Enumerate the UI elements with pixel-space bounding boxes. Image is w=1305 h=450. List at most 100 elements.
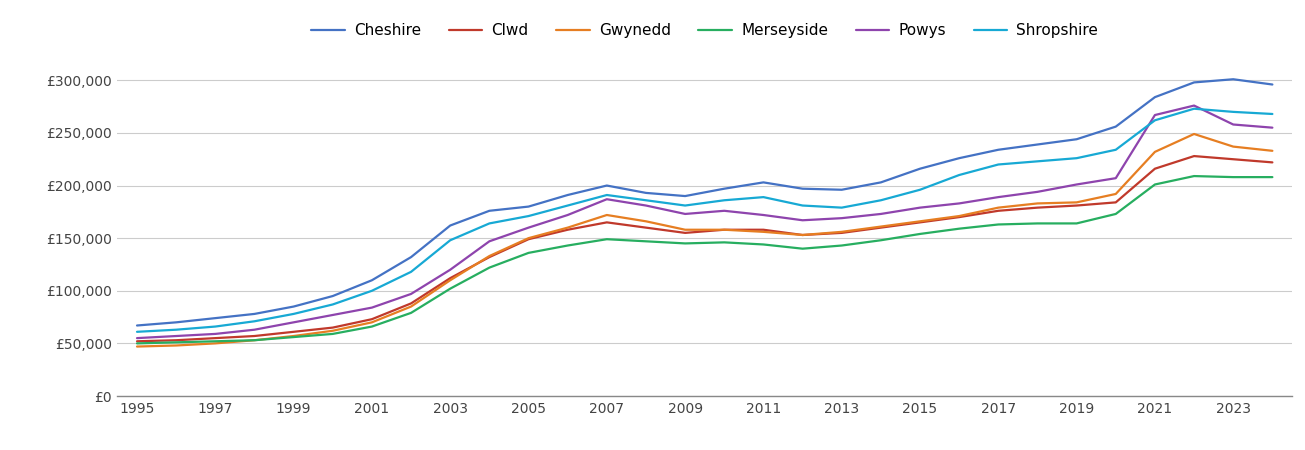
Powys [1030,189,1045,194]
Shropshire [1265,111,1280,117]
Powys [442,267,458,272]
Line: Cheshire: Cheshire [137,79,1272,325]
Shropshire [1108,147,1124,153]
Powys [1147,112,1163,118]
Cheshire [286,304,301,309]
Cheshire [364,278,380,283]
Gwynedd [560,225,576,230]
Gwynedd [207,341,223,346]
Clwd [873,225,889,230]
Shropshire [1069,156,1084,161]
Merseyside [1186,173,1202,179]
Shropshire [990,162,1006,167]
Line: Clwd: Clwd [137,156,1272,341]
Cheshire [325,293,341,299]
Clwd [951,214,967,220]
Merseyside [482,265,497,270]
Clwd [1225,157,1241,162]
Clwd [1186,153,1202,159]
Shropshire [795,203,810,208]
Cheshire [795,186,810,191]
Merseyside [207,338,223,344]
Powys [990,194,1006,200]
Shropshire [834,205,850,210]
Gwynedd [638,219,654,224]
Gwynedd [951,213,967,219]
Gwynedd [286,333,301,339]
Gwynedd [990,205,1006,210]
Powys [364,305,380,310]
Gwynedd [912,219,928,224]
Gwynedd [247,338,262,343]
Shropshire [403,269,419,274]
Powys [521,225,536,230]
Shropshire [129,329,145,334]
Shropshire [638,198,654,203]
Gwynedd [442,278,458,283]
Powys [403,291,419,297]
Shropshire [756,194,771,200]
Cheshire [834,187,850,193]
Line: Powys: Powys [137,106,1272,338]
Clwd [364,316,380,322]
Shropshire [207,324,223,329]
Clwd [1265,160,1280,165]
Cheshire [599,183,615,188]
Line: Merseyside: Merseyside [137,176,1272,343]
Merseyside [834,243,850,248]
Cheshire [990,147,1006,153]
Cheshire [912,166,928,171]
Cheshire [207,315,223,321]
Powys [756,212,771,218]
Clwd [247,333,262,339]
Clwd [129,338,145,344]
Cheshire [951,156,967,161]
Clwd [560,227,576,233]
Shropshire [286,311,301,317]
Powys [716,208,732,213]
Gwynedd [873,224,889,230]
Powys [638,203,654,208]
Gwynedd [795,232,810,238]
Powys [1186,103,1202,108]
Powys [834,216,850,221]
Clwd [912,220,928,225]
Clwd [482,254,497,260]
Powys [873,211,889,216]
Merseyside [286,334,301,340]
Powys [1108,176,1124,181]
Merseyside [756,242,771,247]
Shropshire [873,198,889,203]
Merseyside [442,286,458,291]
Shropshire [1030,159,1045,164]
Gwynedd [521,235,536,241]
Clwd [1030,205,1045,210]
Clwd [677,230,693,236]
Merseyside [325,331,341,337]
Shropshire [716,198,732,203]
Merseyside [912,231,928,237]
Cheshire [1225,76,1241,82]
Clwd [286,329,301,334]
Powys [325,312,341,318]
Merseyside [1069,220,1084,226]
Merseyside [247,338,262,343]
Clwd [1108,200,1124,205]
Shropshire [247,319,262,324]
Cheshire [1030,142,1045,147]
Shropshire [521,213,536,219]
Cheshire [873,180,889,185]
Cheshire [1069,136,1084,142]
Powys [247,327,262,333]
Gwynedd [482,253,497,259]
Shropshire [599,192,615,198]
Powys [912,205,928,210]
Cheshire [129,323,145,328]
Cheshire [521,204,536,209]
Merseyside [599,237,615,242]
Gwynedd [1147,149,1163,154]
Shropshire [482,220,497,226]
Gwynedd [168,343,184,348]
Cheshire [716,186,732,191]
Powys [1069,182,1084,187]
